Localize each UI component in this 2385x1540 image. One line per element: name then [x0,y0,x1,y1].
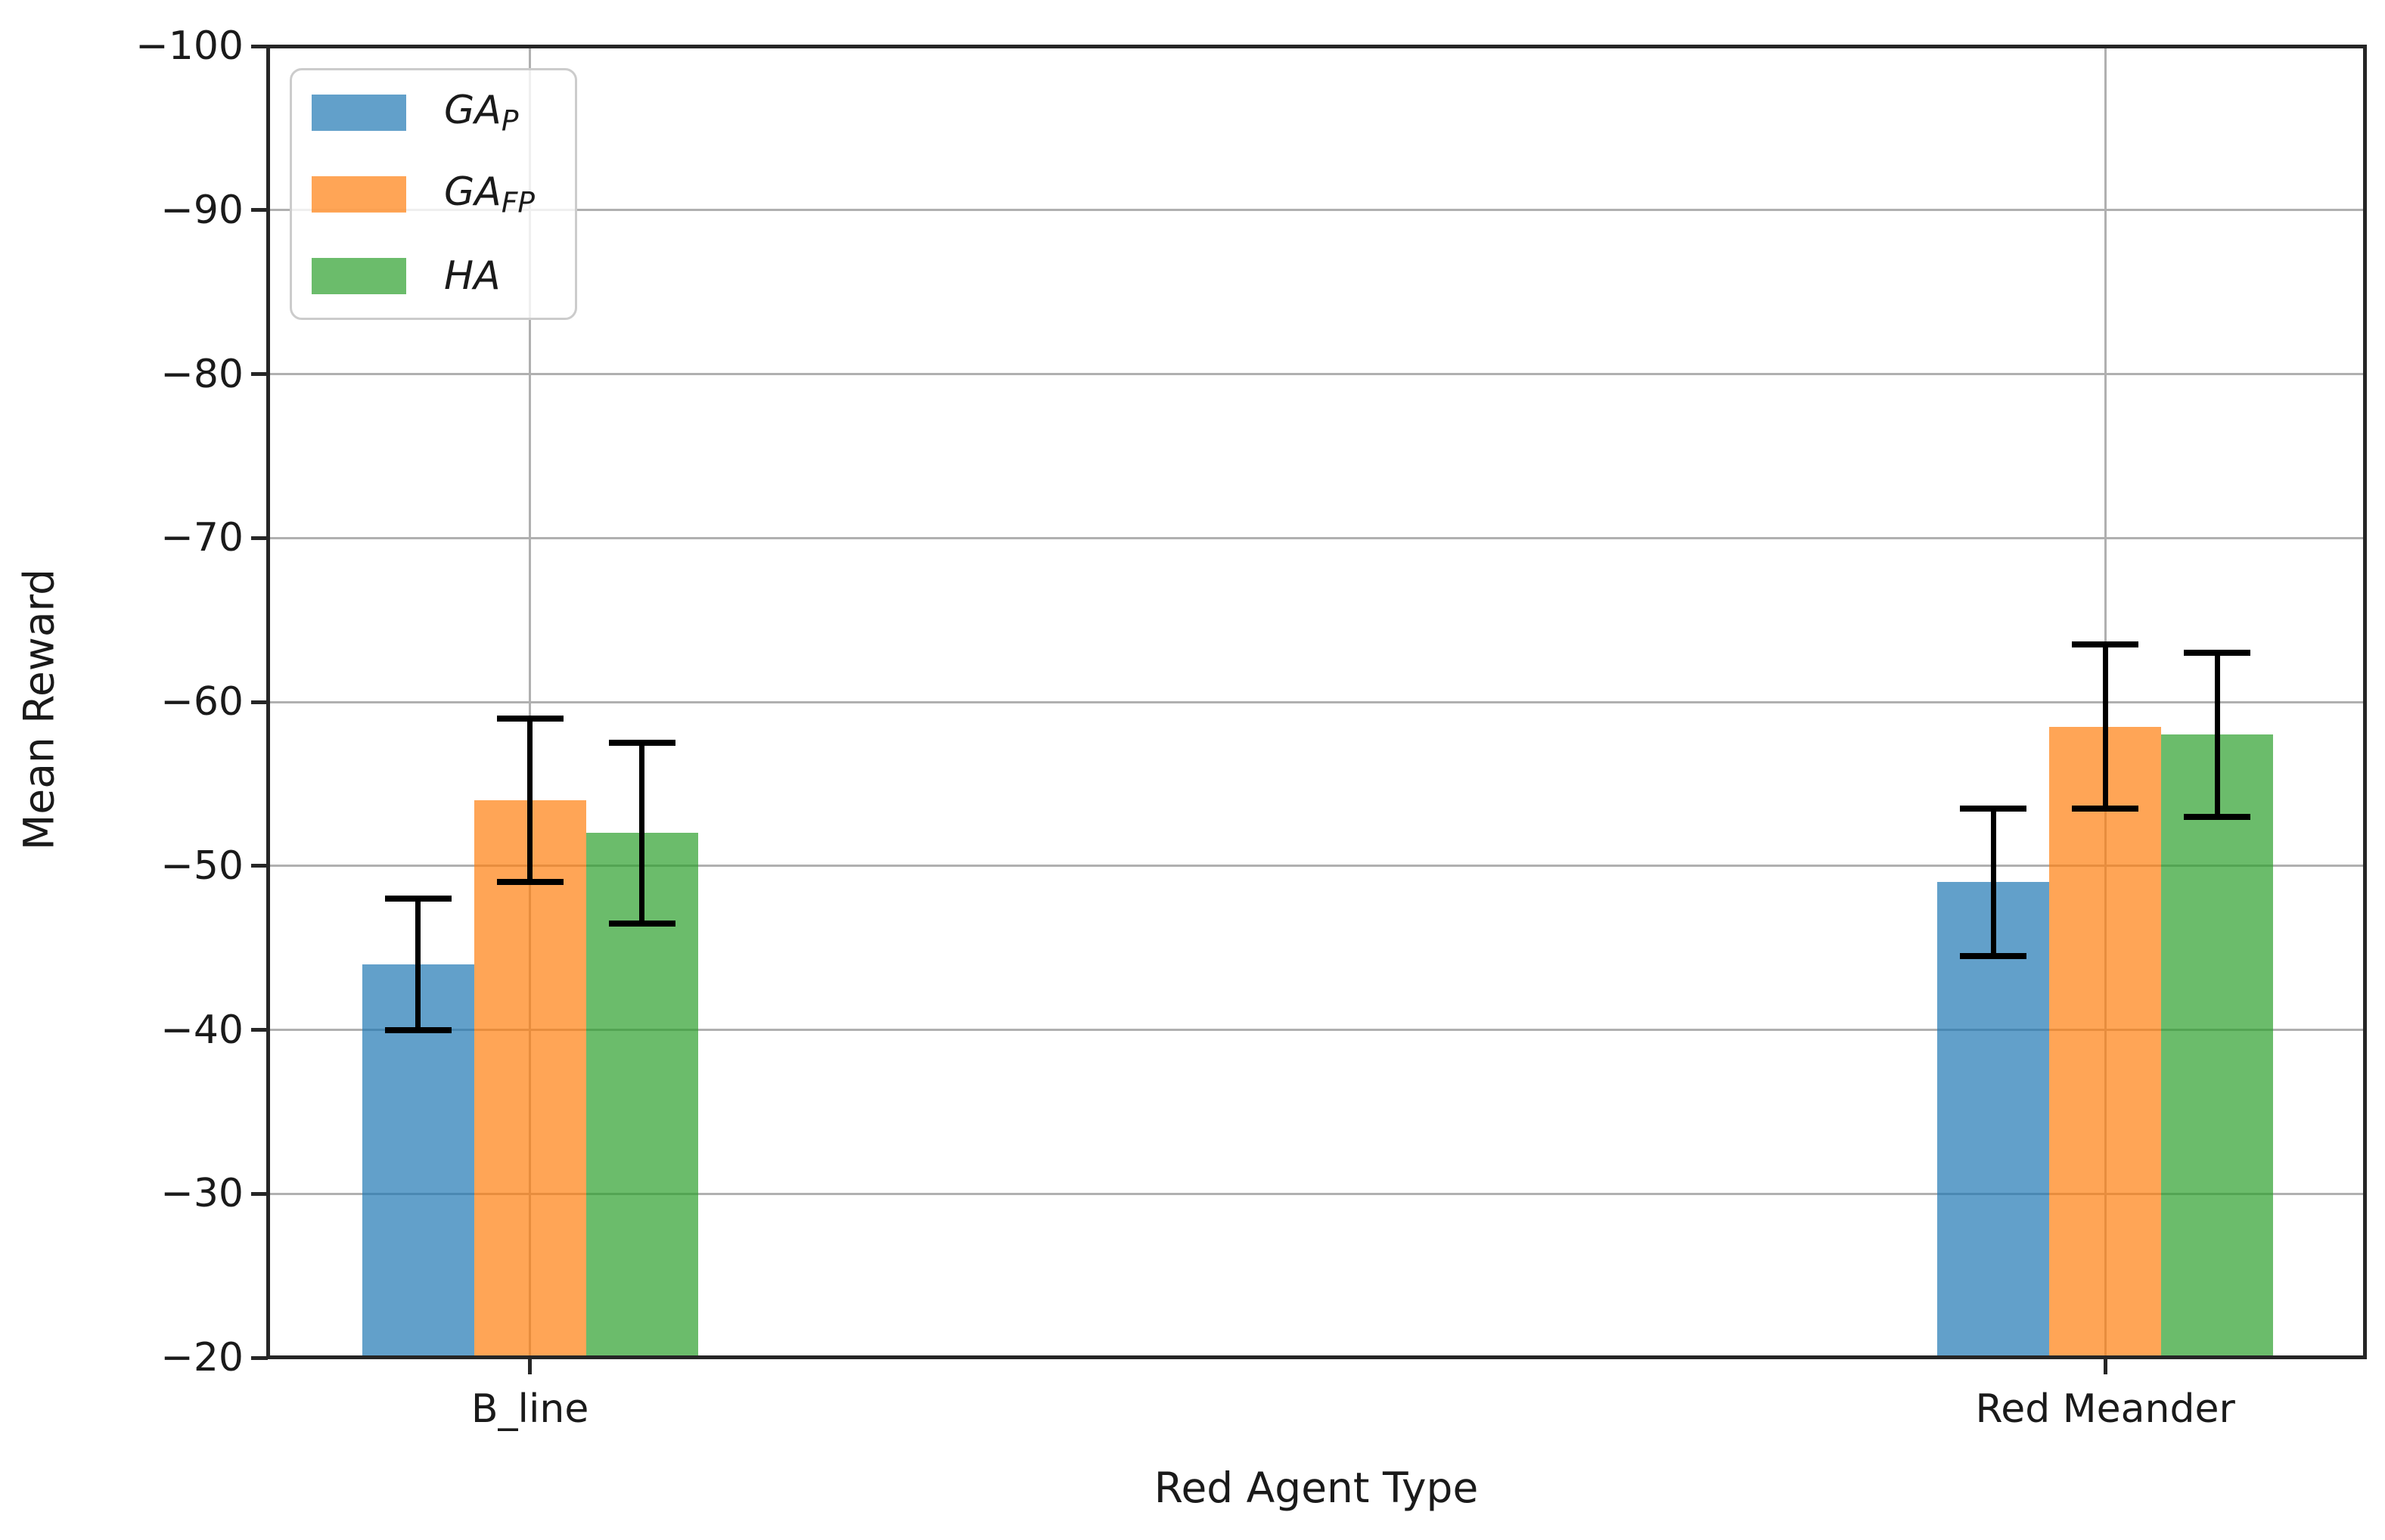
x-gridline [529,46,532,1358]
x-axis-label: Red Agent Type [1154,1464,1479,1512]
y-tick-mark [251,1191,268,1196]
error-bar-HA-B_line [639,743,645,924]
legend-swatch-GA_FP [312,176,406,213]
x-tick-label: B_line [470,1386,589,1432]
bar-GA_P-Red Meander [1937,882,2050,1358]
y-tick-mark [251,44,268,48]
left-spine [266,45,270,1359]
error-bar-GA_FP-Red Meander [2102,644,2108,809]
error-bar-GA_P-Red Meander [1990,808,1996,956]
legend-label-GA_P: GAP [444,87,519,137]
error-cap-GA_FP-Red Meander [2072,805,2139,812]
error-cap-GA_FP-Red Meander [2072,641,2139,648]
y-tick-mark [251,372,268,376]
y-gridline [268,536,2365,539]
y-tick-label: −90 [160,187,244,233]
y-tick-label: −70 [160,515,244,561]
y-tick-mark [251,208,268,213]
error-bar-GA_P-B_line [415,899,421,1030]
legend-label-HA: HA [444,253,501,299]
legend-item-GA_P: GAP [312,91,575,135]
legend: GAP GAFP HA [290,68,577,320]
y-gridline [268,209,2365,212]
error-cap-GA_P-B_line [384,1026,452,1033]
y-tick-mark [251,536,268,540]
top-spine [266,45,2367,48]
y-gridline [268,373,2365,375]
bottom-spine [266,1355,2367,1359]
y-tick-label: −50 [160,843,244,889]
y-tick-label: −80 [160,351,244,397]
error-bar-GA_FP-B_line [527,718,533,883]
error-cap-HA-Red Meander [2184,649,2251,656]
x-tick-mark [528,1358,533,1374]
bar-GA_FP-Red Meander [2049,726,2162,1358]
y-tick-label: −100 [135,23,244,69]
x-tick-label: Red Meander [1975,1386,2235,1432]
y-tick-mark [251,864,268,868]
y-gridline [268,1192,2365,1195]
y-tick-mark [251,1028,268,1032]
legend-swatch-GA_P [312,95,406,131]
right-spine [2363,45,2367,1359]
y-tick-label: −40 [160,1007,244,1053]
error-cap-GA_P-Red Meander [1960,805,2027,812]
y-gridline [268,1029,2365,1031]
legend-label-GA_FP: GAFP [444,169,535,219]
error-cap-HA-B_line [608,740,675,747]
legend-label-subscript: P [501,103,519,137]
error-cap-HA-Red Meander [2184,813,2251,820]
y-tick-mark [251,1355,268,1360]
error-cap-GA_FP-B_line [496,715,564,722]
legend-item-HA: HA [312,253,575,299]
bar-GA_FP-B_line [474,800,586,1358]
y-axis-label: Mean Reward [14,568,64,851]
y-gridline [268,865,2365,868]
error-bar-HA-Red Meander [2214,652,2220,817]
error-cap-GA_P-B_line [384,896,452,902]
y-tick-label: −20 [160,1335,244,1380]
y-tick-mark [251,700,268,704]
bar-HA-Red Meander [2161,734,2274,1358]
plot-area [266,45,2367,1359]
error-cap-GA_P-Red Meander [1960,952,2027,959]
legend-swatch-HA [312,258,406,294]
y-tick-label: −60 [160,679,244,725]
error-cap-HA-B_line [608,920,675,927]
x-tick-mark [2103,1358,2107,1374]
legend-item-GA_FP: GAFP [312,172,575,216]
legend-label-subscript: FP [501,185,535,219]
error-cap-GA_FP-B_line [496,879,564,886]
y-gridline [268,700,2365,703]
y-tick-label: −30 [160,1171,244,1217]
